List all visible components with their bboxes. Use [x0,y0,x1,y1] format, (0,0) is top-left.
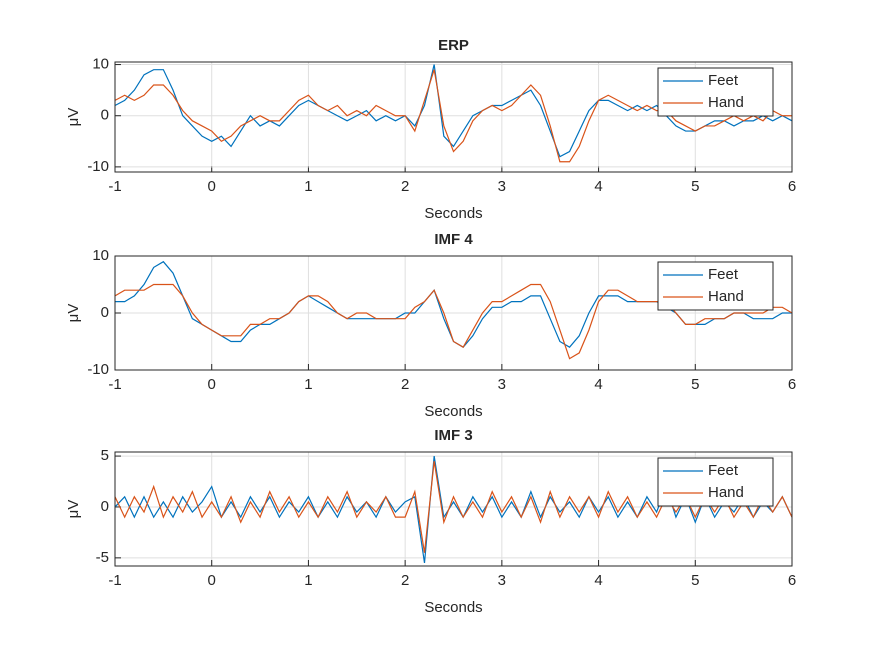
chart-title: IMF 4 [434,231,473,248]
legend-label: Hand [708,94,744,111]
y-tick-label: 0 [101,107,109,124]
x-axis-label: Seconds [424,403,482,420]
legend: Feet Hand [657,67,774,117]
x-tick-label: 1 [304,572,312,589]
chart-title: IMF 3 [434,427,472,444]
line-series [114,455,793,564]
x-tick-label: -1 [108,178,121,195]
x-tick-label: 6 [788,572,796,589]
y-tick-label: -10 [87,361,109,378]
legend-label: Hand [708,484,744,501]
legend-label: Feet [708,266,739,283]
x-tick-label: 3 [498,376,506,393]
x-tick-label: 2 [401,572,409,589]
x-axis-label: Seconds [424,599,482,616]
y-tick-label: 5 [101,447,109,464]
line-series [114,283,793,360]
chart-title: ERP [438,37,469,54]
x-tick-label: 0 [208,376,216,393]
axes-box [114,61,793,173]
y-tick-label: 0 [101,304,109,321]
y-axis-label: μV [65,108,82,127]
line-series [114,461,793,553]
axes: -1 0 1 2 3 4 5 6 -5 0 5 IMF 3 Seconds μV Feet Hand [65,427,796,616]
x-tick-label: 1 [304,376,312,393]
x-tick-label: 5 [691,376,699,393]
axes-box [114,255,793,371]
line-series [114,64,793,158]
x-tick-label: -1 [108,572,121,589]
y-tick-label: 10 [92,247,109,264]
x-tick-label: 2 [401,376,409,393]
x-tick-label: 1 [304,178,312,195]
legend-box [657,67,774,117]
y-tick-label: 10 [92,56,109,73]
x-tick-label: 2 [401,178,409,195]
x-tick-label: 4 [594,376,602,393]
legend: Feet Hand [657,261,774,311]
legend-box [657,457,774,507]
x-tick-label: 3 [498,572,506,589]
x-tick-label: -1 [108,376,121,393]
legend-box [657,261,774,311]
x-tick-label: 5 [691,572,699,589]
legend-label: Hand [708,288,744,305]
x-tick-label: 3 [498,178,506,195]
x-tick-label: 0 [208,572,216,589]
line-series [114,69,792,163]
x-tick-label: 5 [691,178,699,195]
legend: Feet Hand [657,457,774,507]
x-tick-label: 4 [594,178,602,195]
x-tick-label: 6 [788,178,796,195]
legend-label: Feet [708,462,739,479]
x-tick-label: 4 [594,572,602,589]
y-tick-label: -10 [87,158,109,175]
x-tick-label: 0 [208,178,216,195]
y-tick-label: -5 [96,549,109,566]
y-axis-label: μV [65,304,82,323]
x-axis-label: Seconds [424,205,482,222]
x-tick-label: 6 [788,376,796,393]
y-axis-label: μV [65,500,82,519]
legend-label: Feet [708,72,739,89]
axes-box [114,451,793,567]
y-tick-label: 0 [101,498,109,515]
